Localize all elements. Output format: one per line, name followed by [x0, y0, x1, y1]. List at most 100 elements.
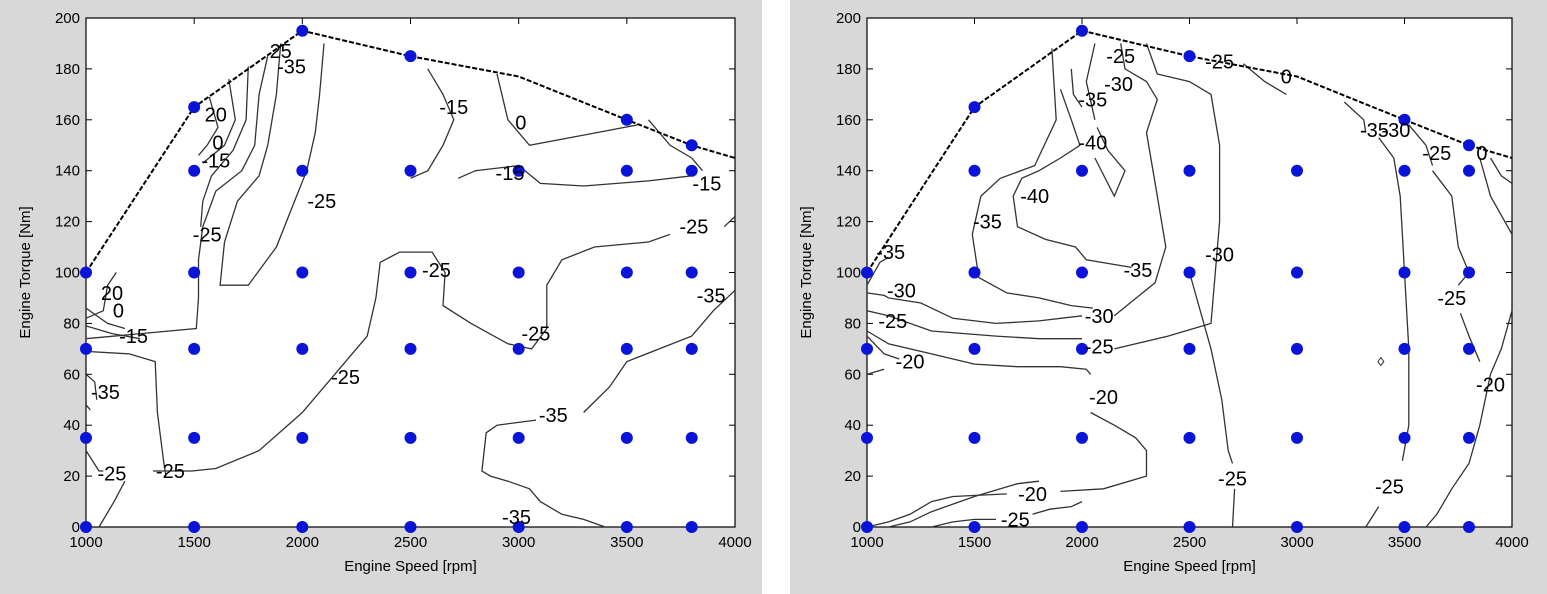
- contour-line: [457, 164, 692, 187]
- contour-label: -25: [307, 191, 336, 213]
- contour-label: -25: [1422, 143, 1451, 165]
- contour-line: [85, 350, 167, 477]
- y-tick-label: 200: [836, 10, 861, 27]
- operating-point: [1076, 342, 1088, 355]
- operating-point: [512, 431, 525, 444]
- contour-line: [481, 419, 606, 528]
- chart-panel-left: 1000 1500 2000 2500 3000 3500 4000 0 20 40 60 80 100…: [0, 0, 762, 594]
- operating-point: [1183, 164, 1196, 177]
- operating-point: [404, 50, 417, 63]
- contour-label: 0: [1476, 143, 1487, 165]
- x-tick-label: 2500: [394, 534, 427, 551]
- operating-point: [80, 342, 92, 355]
- y-tick-label: 180: [836, 61, 861, 78]
- contour-line: [1114, 43, 1221, 350]
- contour-line: [496, 73, 638, 147]
- x-tick-label: 3500: [1388, 534, 1421, 551]
- operating-point: [968, 266, 981, 279]
- x-tick-label: 1500: [958, 534, 991, 551]
- contour-label: -15: [439, 97, 468, 119]
- operating-point: [1183, 50, 1196, 63]
- contour-line: [931, 518, 996, 528]
- contour-label: 0: [212, 133, 223, 155]
- operating-point: [512, 521, 525, 533]
- contour-label: -15: [201, 151, 230, 173]
- contour-line: [153, 251, 472, 472]
- contour-line: [888, 480, 1040, 528]
- contour-line: [85, 307, 126, 330]
- contour-label: -30: [1104, 74, 1133, 96]
- operating-point: [620, 342, 633, 355]
- x-tick-label: 1000: [850, 534, 883, 551]
- contour-line: [85, 373, 98, 400]
- operating-point: [968, 101, 981, 114]
- contour-line: [866, 335, 900, 360]
- operating-point: [1183, 431, 1196, 444]
- operating-point: [620, 113, 633, 126]
- operating-point: [1398, 266, 1411, 279]
- max-torque-boundary: [85, 29, 736, 274]
- operating-point: [1183, 266, 1196, 279]
- small-contour-marker: [1377, 356, 1385, 367]
- y-tick-label: 160: [836, 112, 861, 129]
- contour-label: -25: [1001, 509, 1030, 531]
- operating-point: [1463, 164, 1475, 177]
- contour-line: [1343, 101, 1367, 133]
- operating-point: [1076, 164, 1088, 177]
- operating-point: [1463, 521, 1475, 533]
- operating-point: [1291, 342, 1303, 355]
- contour-label: -20: [896, 352, 925, 374]
- operating-point: [685, 521, 698, 533]
- contour-line: [1012, 89, 1132, 269]
- operating-point: [188, 101, 201, 114]
- y-tick-label: 40: [844, 417, 861, 434]
- contour-line: [866, 368, 885, 375]
- contour-label: 25: [270, 41, 292, 63]
- operating-point: [188, 431, 201, 444]
- operating-point: [685, 266, 698, 279]
- contour-line: [85, 450, 104, 472]
- operating-point: [1291, 431, 1303, 444]
- x-tick-label: 2500: [1173, 534, 1206, 551]
- contour-label: -30: [1085, 306, 1114, 328]
- x-tick-label: 1000: [69, 534, 102, 551]
- contour-labels: -25 -250-30-35-35-30-25 0-40-40-35-30-35-3…: [876, 46, 1505, 531]
- x-axis-label: Engine Speed [rpm]: [344, 558, 477, 575]
- y-tick-label: 0: [853, 519, 861, 536]
- contour-line: [1085, 43, 1096, 120]
- operating-point: [1076, 24, 1088, 37]
- contour-label: 20: [205, 105, 227, 127]
- contour-label: -35: [1360, 120, 1389, 142]
- contour-line: [202, 78, 236, 164]
- operating-point: [512, 266, 525, 279]
- contour-label: -15: [496, 163, 525, 185]
- operating-point: [861, 342, 873, 355]
- operating-point: [296, 164, 309, 177]
- operating-point: [296, 521, 309, 533]
- operating-point: [861, 266, 873, 279]
- operating-point: [80, 521, 92, 533]
- contour-chart-right: 1000 1500 2000 2500 3000 3500 4000020406080100…: [798, 10, 1529, 575]
- contour-line: [866, 292, 1083, 325]
- operating-point: [1291, 164, 1303, 177]
- operating-point: [685, 139, 698, 152]
- contour-label: 20: [101, 283, 123, 305]
- y-tick-label: 180: [55, 61, 80, 78]
- contour-label: -35: [1123, 260, 1152, 282]
- contour-label: -20: [1018, 484, 1047, 506]
- contour-label: -25: [1085, 336, 1114, 358]
- y-tick-label: 80: [63, 315, 80, 332]
- contour-label: -35: [539, 405, 568, 427]
- x-tick-label: 3000: [1280, 534, 1313, 551]
- contour-line: [1231, 488, 1236, 528]
- contour-line: [1365, 506, 1380, 528]
- operating-point: [296, 431, 309, 444]
- operating-point: [1463, 266, 1475, 279]
- contour-chart-left: 1000 1500 2000 2500 3000 3500 4000020406080100…: [17, 10, 752, 575]
- contour-line: [866, 493, 1007, 528]
- contour-label: -35: [697, 285, 726, 307]
- contour-label: -15: [692, 173, 721, 195]
- operating-point: [968, 521, 981, 533]
- x-tick-label: 3000: [502, 534, 535, 551]
- operating-point: [968, 164, 981, 177]
